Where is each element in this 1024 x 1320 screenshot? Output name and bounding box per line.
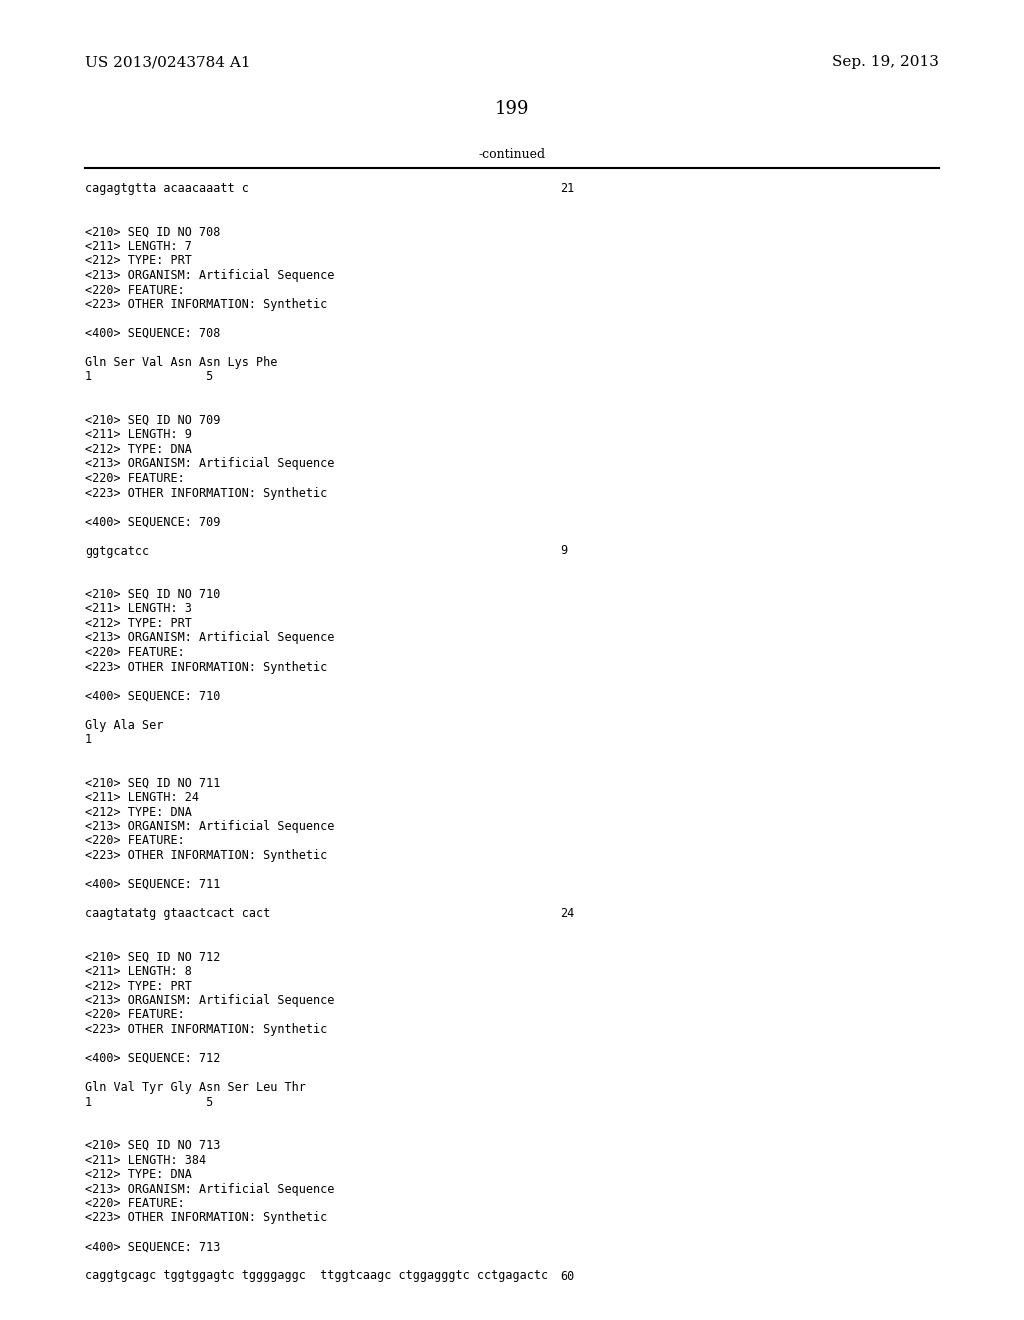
Text: <400> SEQUENCE: 709: <400> SEQUENCE: 709 xyxy=(85,516,220,528)
Text: caggtgcagc tggtggagtc tggggaggc  ttggtcaagc ctggagggtc cctgagactc: caggtgcagc tggtggagtc tggggaggc ttggtcaa… xyxy=(85,1270,548,1283)
Text: <211> LENGTH: 9: <211> LENGTH: 9 xyxy=(85,429,191,441)
Text: <210> SEQ ID NO 709: <210> SEQ ID NO 709 xyxy=(85,414,220,426)
Text: <212> TYPE: PRT: <212> TYPE: PRT xyxy=(85,255,191,268)
Text: cagagtgtta acaacaaatt c: cagagtgtta acaacaaatt c xyxy=(85,182,249,195)
Text: <212> TYPE: DNA: <212> TYPE: DNA xyxy=(85,444,191,455)
Text: <212> TYPE: DNA: <212> TYPE: DNA xyxy=(85,1168,191,1181)
Text: <213> ORGANISM: Artificial Sequence: <213> ORGANISM: Artificial Sequence xyxy=(85,820,335,833)
Text: <213> ORGANISM: Artificial Sequence: <213> ORGANISM: Artificial Sequence xyxy=(85,458,335,470)
Text: -continued: -continued xyxy=(478,148,546,161)
Text: <400> SEQUENCE: 712: <400> SEQUENCE: 712 xyxy=(85,1052,220,1065)
Text: <213> ORGANISM: Artificial Sequence: <213> ORGANISM: Artificial Sequence xyxy=(85,269,335,282)
Text: <223> OTHER INFORMATION: Synthetic: <223> OTHER INFORMATION: Synthetic xyxy=(85,298,328,312)
Text: <220> FEATURE:: <220> FEATURE: xyxy=(85,1008,184,1022)
Text: 1                5: 1 5 xyxy=(85,1096,213,1109)
Text: <220> FEATURE:: <220> FEATURE: xyxy=(85,284,184,297)
Text: Gln Ser Val Asn Asn Lys Phe: Gln Ser Val Asn Asn Lys Phe xyxy=(85,356,278,370)
Text: <223> OTHER INFORMATION: Synthetic: <223> OTHER INFORMATION: Synthetic xyxy=(85,660,328,673)
Text: <220> FEATURE:: <220> FEATURE: xyxy=(85,1197,184,1210)
Text: <223> OTHER INFORMATION: Synthetic: <223> OTHER INFORMATION: Synthetic xyxy=(85,1023,328,1036)
Text: <223> OTHER INFORMATION: Synthetic: <223> OTHER INFORMATION: Synthetic xyxy=(85,849,328,862)
Text: ggtgcatcc: ggtgcatcc xyxy=(85,544,150,557)
Text: <212> TYPE: DNA: <212> TYPE: DNA xyxy=(85,805,191,818)
Text: US 2013/0243784 A1: US 2013/0243784 A1 xyxy=(85,55,251,69)
Text: <210> SEQ ID NO 711: <210> SEQ ID NO 711 xyxy=(85,776,220,789)
Text: <210> SEQ ID NO 708: <210> SEQ ID NO 708 xyxy=(85,226,220,239)
Text: <400> SEQUENCE: 711: <400> SEQUENCE: 711 xyxy=(85,878,220,891)
Text: 60: 60 xyxy=(560,1270,574,1283)
Text: Gly Ala Ser: Gly Ala Ser xyxy=(85,718,164,731)
Text: <220> FEATURE:: <220> FEATURE: xyxy=(85,473,184,484)
Text: <400> SEQUENCE: 708: <400> SEQUENCE: 708 xyxy=(85,327,220,341)
Text: caagtatatg gtaactcact cact: caagtatatg gtaactcact cact xyxy=(85,907,270,920)
Text: <210> SEQ ID NO 713: <210> SEQ ID NO 713 xyxy=(85,1139,220,1152)
Text: <223> OTHER INFORMATION: Synthetic: <223> OTHER INFORMATION: Synthetic xyxy=(85,1212,328,1225)
Text: Gln Val Tyr Gly Asn Ser Leu Thr: Gln Val Tyr Gly Asn Ser Leu Thr xyxy=(85,1081,306,1094)
Text: <400> SEQUENCE: 713: <400> SEQUENCE: 713 xyxy=(85,1241,220,1254)
Text: 24: 24 xyxy=(560,907,574,920)
Text: <220> FEATURE:: <220> FEATURE: xyxy=(85,834,184,847)
Text: <210> SEQ ID NO 712: <210> SEQ ID NO 712 xyxy=(85,950,220,964)
Text: <212> TYPE: PRT: <212> TYPE: PRT xyxy=(85,616,191,630)
Text: 1: 1 xyxy=(85,733,92,746)
Text: <400> SEQUENCE: 710: <400> SEQUENCE: 710 xyxy=(85,689,220,702)
Text: 1                5: 1 5 xyxy=(85,371,213,384)
Text: <210> SEQ ID NO 710: <210> SEQ ID NO 710 xyxy=(85,587,220,601)
Text: 199: 199 xyxy=(495,100,529,117)
Text: <213> ORGANISM: Artificial Sequence: <213> ORGANISM: Artificial Sequence xyxy=(85,631,335,644)
Text: <220> FEATURE:: <220> FEATURE: xyxy=(85,645,184,659)
Text: <211> LENGTH: 24: <211> LENGTH: 24 xyxy=(85,791,199,804)
Text: <213> ORGANISM: Artificial Sequence: <213> ORGANISM: Artificial Sequence xyxy=(85,1183,335,1196)
Text: <211> LENGTH: 3: <211> LENGTH: 3 xyxy=(85,602,191,615)
Text: <213> ORGANISM: Artificial Sequence: <213> ORGANISM: Artificial Sequence xyxy=(85,994,335,1007)
Text: 9: 9 xyxy=(560,544,567,557)
Text: <211> LENGTH: 8: <211> LENGTH: 8 xyxy=(85,965,191,978)
Text: Sep. 19, 2013: Sep. 19, 2013 xyxy=(833,55,939,69)
Text: <211> LENGTH: 384: <211> LENGTH: 384 xyxy=(85,1154,206,1167)
Text: <211> LENGTH: 7: <211> LENGTH: 7 xyxy=(85,240,191,253)
Text: <223> OTHER INFORMATION: Synthetic: <223> OTHER INFORMATION: Synthetic xyxy=(85,487,328,499)
Text: 21: 21 xyxy=(560,182,574,195)
Text: <212> TYPE: PRT: <212> TYPE: PRT xyxy=(85,979,191,993)
